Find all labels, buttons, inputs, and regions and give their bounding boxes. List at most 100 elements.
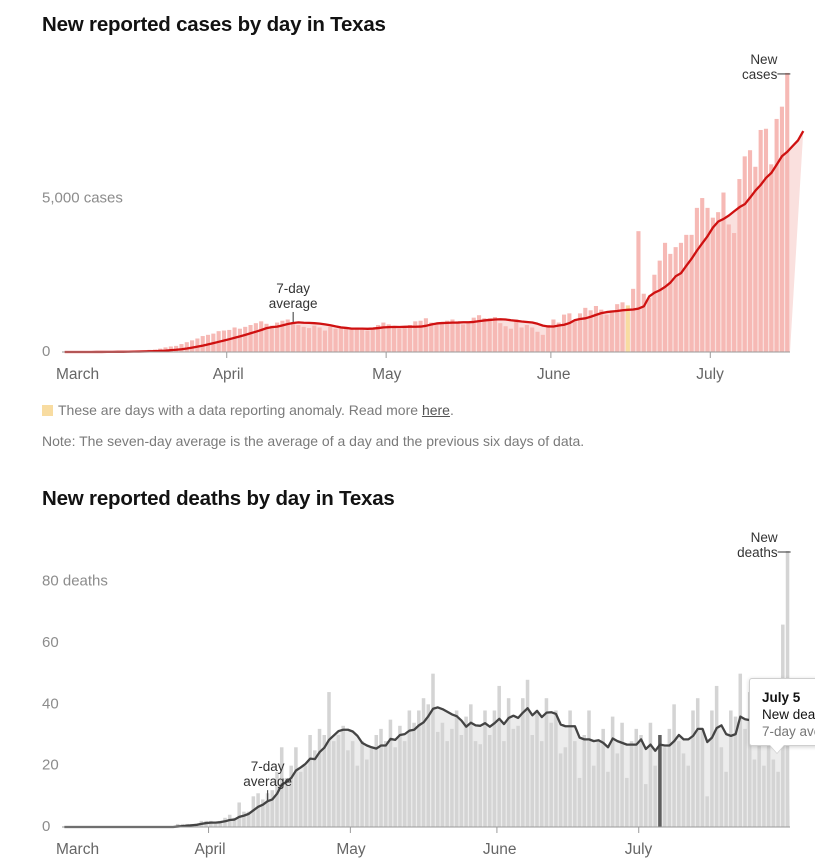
- death-bar: [591, 765, 596, 827]
- death-bar: [601, 728, 605, 827]
- tooltip-new-deaths: New deaths: [762, 707, 815, 722]
- death-bar: [445, 741, 449, 827]
- death-bar: [705, 796, 709, 827]
- death-bar: [303, 765, 308, 827]
- x-tick-label: March: [56, 841, 99, 858]
- death-bar: [710, 710, 714, 827]
- new-label-line1: New: [750, 52, 777, 67]
- x-tick-label: June: [483, 841, 517, 858]
- death-bar: [426, 704, 431, 827]
- death-bar: [554, 710, 558, 827]
- death-bar: [313, 750, 317, 827]
- y-tick-label: 20: [42, 757, 59, 774]
- death-bar: [450, 728, 454, 827]
- death-bar: [535, 710, 539, 827]
- average-note: Note: The seven-day average is the avera…: [42, 433, 585, 449]
- death-bar: [511, 728, 516, 827]
- case-bar: [492, 317, 498, 352]
- death-bar: [700, 728, 705, 827]
- y-tick-label: 0: [42, 343, 50, 360]
- case-bar: [514, 319, 519, 352]
- death-bar: [256, 793, 260, 827]
- deaths-chart: 0 20 40 60 80 deaths March April May June July 7-d…: [42, 530, 791, 858]
- case-bar: [700, 198, 705, 352]
- death-bar: [398, 725, 402, 827]
- case-bar: [243, 326, 248, 352]
- death-bar: [355, 765, 360, 827]
- death-bar: [369, 747, 374, 827]
- case-bar: [556, 322, 561, 352]
- avg-label-line1: 7-day: [276, 281, 310, 296]
- case-bar: [567, 313, 572, 352]
- case-bar: [636, 231, 641, 352]
- case-bar: [726, 224, 731, 352]
- case-bar: [673, 247, 678, 352]
- case-bar: [647, 298, 652, 352]
- x-tick-label: July: [625, 841, 653, 858]
- cases-chart: 0 5,000 cases March April May June July 7-dayav…: [42, 52, 805, 383]
- death-bar: [606, 771, 610, 827]
- case-bar: [445, 320, 450, 352]
- death-bar: [568, 710, 572, 827]
- case-bar: [365, 330, 370, 352]
- case-bar: [354, 327, 359, 352]
- death-bar: [573, 741, 577, 827]
- case-bar: [269, 325, 274, 352]
- case-bar: [551, 319, 556, 352]
- y-tick-label: 60: [42, 634, 59, 651]
- case-bar: [599, 309, 604, 352]
- case-bar: [317, 327, 322, 352]
- anomaly-note-text: These are days with a data reporting ano…: [58, 402, 419, 418]
- case-bar: [195, 338, 200, 352]
- death-bar: [308, 735, 312, 827]
- death-bar: [407, 710, 412, 827]
- death-bar: [417, 710, 421, 827]
- case-bar: [407, 325, 413, 352]
- death-bar: [776, 771, 780, 827]
- death-bar: [648, 722, 653, 827]
- death-bar: [322, 735, 327, 827]
- new-label-line1: New: [751, 530, 778, 545]
- case-bar: [264, 323, 269, 352]
- death-bar: [672, 704, 676, 827]
- x-tick-label: April: [213, 366, 244, 383]
- y-tick-label: 5,000 cases: [42, 190, 123, 207]
- case-bar: [391, 326, 397, 352]
- avg-label-line1: 7-day: [251, 759, 285, 774]
- death-bar: [521, 698, 525, 827]
- tooltip-7-day-average: 7-day average: [762, 724, 815, 739]
- death-bar: [360, 741, 364, 827]
- death-bar: [506, 698, 511, 827]
- death-bar: [242, 811, 246, 827]
- case-bar: [349, 329, 354, 352]
- x-tick-label: July: [696, 366, 724, 383]
- case-bar: [306, 328, 312, 352]
- death-bar: [350, 741, 355, 827]
- case-bar: [253, 323, 258, 352]
- case-bar: [716, 212, 721, 352]
- death-bar: [284, 777, 289, 827]
- case-bar: [742, 156, 747, 352]
- death-bar: [237, 802, 241, 827]
- case-bar: [785, 72, 790, 353]
- death-bar: [544, 698, 549, 827]
- death-bar: [757, 704, 761, 827]
- case-bar: [758, 129, 763, 352]
- case-bar: [572, 320, 577, 352]
- cases-chart-title: New reported cases by day in Texas: [42, 13, 386, 36]
- death-bar: [539, 741, 544, 827]
- case-bar: [524, 325, 529, 352]
- death-bar: [473, 741, 478, 827]
- death-bar: [530, 735, 535, 827]
- case-bar: [312, 325, 317, 352]
- avg-label-line2: average: [243, 774, 292, 789]
- death-bar: [743, 728, 747, 827]
- avg-label-line2: average: [269, 296, 318, 311]
- x-tick-label: June: [537, 366, 571, 383]
- read-more-link[interactable]: here: [421, 402, 450, 418]
- death-bar: [516, 725, 520, 827]
- death-bar: [762, 765, 766, 827]
- death-bar: [719, 747, 724, 827]
- death-bar: [374, 735, 379, 827]
- case-bar: [370, 327, 375, 352]
